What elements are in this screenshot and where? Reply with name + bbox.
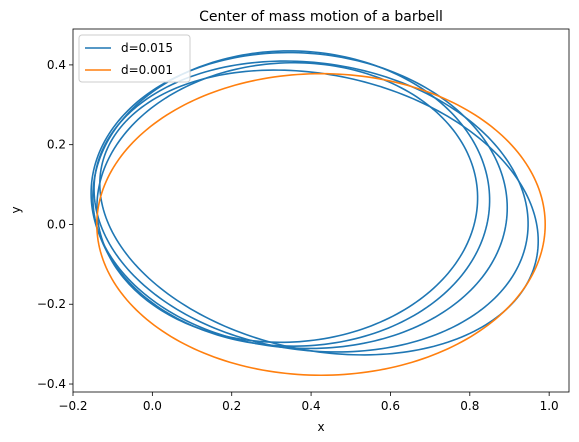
y-axis-label: y bbox=[9, 206, 23, 213]
legend: d=0.015 d=0.001 bbox=[78, 34, 191, 83]
x-tick-label: 0.4 bbox=[302, 399, 321, 413]
legend-label-d001: d=0.001 bbox=[121, 63, 173, 77]
legend-label-d015: d=0.015 bbox=[121, 41, 173, 55]
y-tick-label: 0.4 bbox=[47, 58, 66, 72]
chart-title: Center of mass motion of a barbell bbox=[199, 9, 443, 25]
series-0-orbit-2 bbox=[90, 51, 509, 350]
x-tick-label: 0.0 bbox=[143, 399, 162, 413]
plot-frame bbox=[72, 28, 570, 393]
y-tick-label: 0.2 bbox=[47, 138, 66, 152]
y-tick-label: 0.0 bbox=[47, 217, 66, 231]
series-1-orbit-0 bbox=[96, 72, 546, 377]
x-tick-label: −0.2 bbox=[58, 399, 87, 413]
series-0-orbit-0 bbox=[99, 69, 540, 356]
x-tick-label: 0.8 bbox=[460, 399, 479, 413]
x-tick-label: 1.0 bbox=[540, 399, 559, 413]
y-tick-label: −0.2 bbox=[37, 297, 66, 311]
x-tick-label: 0.6 bbox=[381, 399, 400, 413]
series-0-orbit-3 bbox=[92, 50, 491, 347]
x-tick-label: 0.2 bbox=[222, 399, 241, 413]
x-axis-label: x bbox=[317, 420, 324, 434]
y-tick-label: −0.4 bbox=[37, 377, 66, 391]
